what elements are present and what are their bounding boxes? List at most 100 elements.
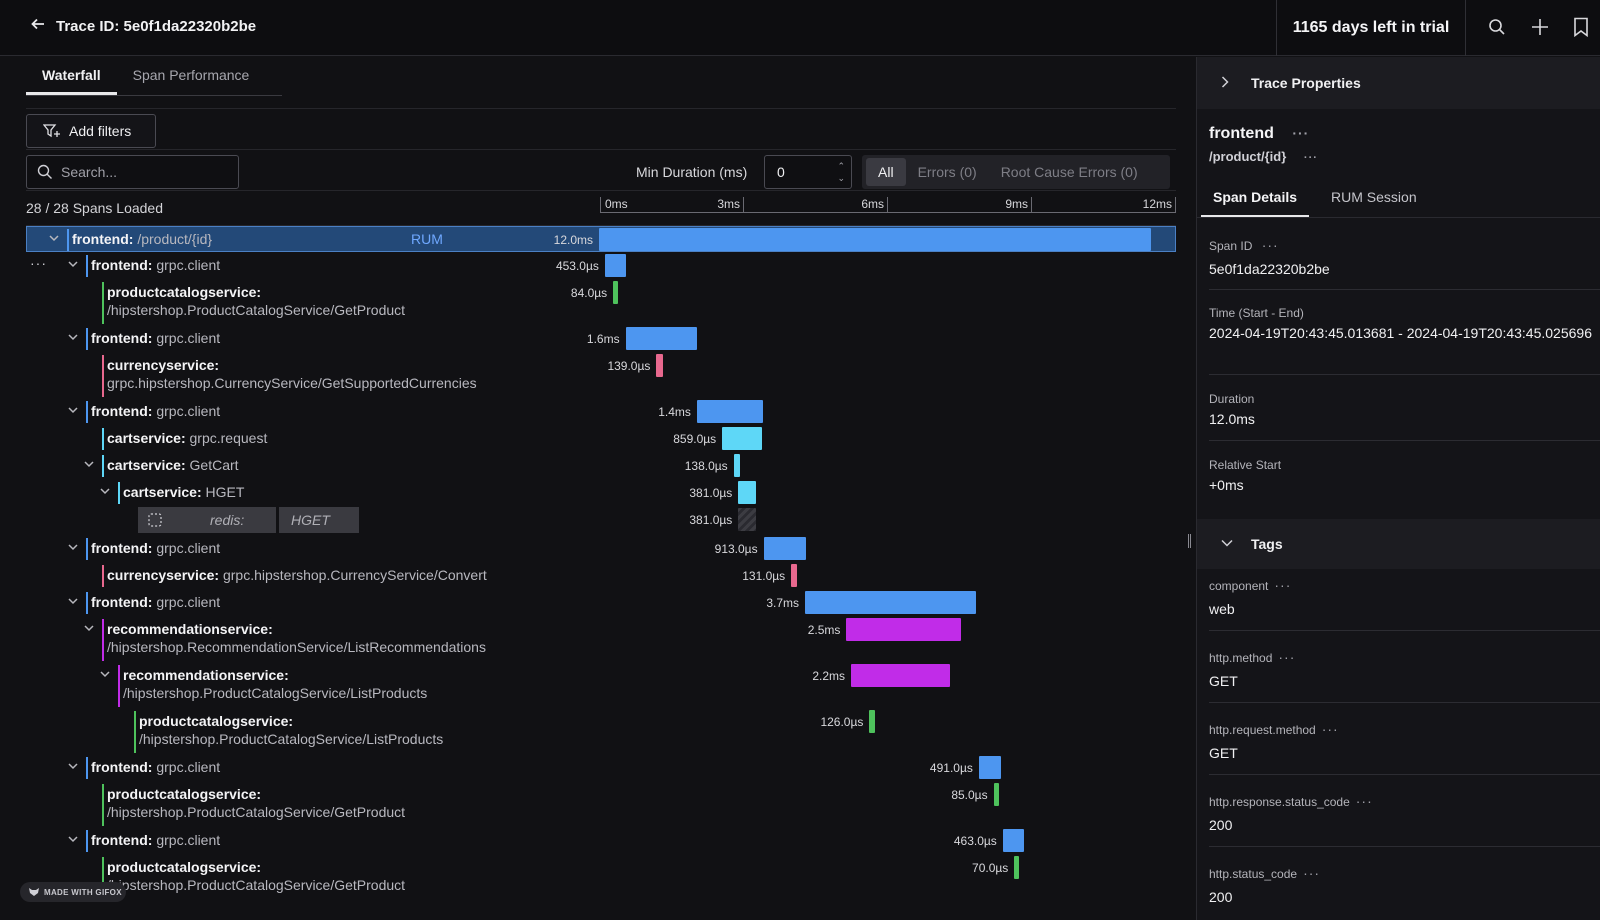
span-duration-bar[interactable] xyxy=(733,454,741,477)
tag-value: GET xyxy=(1209,745,1238,761)
span-duration-bar[interactable] xyxy=(763,537,806,560)
min-duration-input[interactable]: 0 ⌃ ⌄ xyxy=(764,155,852,189)
span-duration-bar[interactable] xyxy=(738,508,756,531)
back-arrow-icon[interactable] xyxy=(30,16,50,38)
more-options-icon[interactable]: ··· xyxy=(1303,865,1321,881)
span-row[interactable]: frontend: grpc.client 463.0µs xyxy=(26,828,1176,854)
segment-root-cause-errors[interactable]: Root Cause Errors (0) xyxy=(1000,164,1138,180)
divider xyxy=(1209,630,1600,631)
span-duration-bar[interactable] xyxy=(869,710,876,733)
resize-handle[interactable] xyxy=(1188,534,1191,548)
chevron-down-icon[interactable] xyxy=(68,542,78,554)
span-duration-bar[interactable] xyxy=(625,327,698,350)
span-row[interactable]: productcatalogservice: /hipstershop.Produ… xyxy=(26,709,1176,755)
span-duration-bar[interactable] xyxy=(696,400,763,423)
span-row[interactable]: redis: HGET 381.0µs xyxy=(26,507,1176,533)
more-options-icon[interactable]: ··· xyxy=(1274,577,1292,593)
span-duration-bar[interactable] xyxy=(604,254,626,277)
span-row[interactable]: recommendationservice: /hipstershop.Recom… xyxy=(26,617,1176,663)
chevron-down-icon[interactable] xyxy=(68,834,78,846)
gifox-watermark: MADE WITH GIFOX xyxy=(20,882,126,902)
span-duration-bar[interactable] xyxy=(599,228,1151,251)
tab-rum-session[interactable]: RUM Session xyxy=(1331,189,1417,205)
span-row[interactable]: frontend: grpc.client 1.4ms xyxy=(26,399,1176,425)
span-duration-bar[interactable] xyxy=(1014,856,1020,879)
segment-all[interactable]: All xyxy=(866,158,906,186)
service-color-indicator xyxy=(86,328,88,350)
chevron-down-icon[interactable] xyxy=(68,332,78,344)
trial-badge[interactable]: 1165 days left in trial xyxy=(1276,0,1466,56)
span-row[interactable]: currencyservice: grpc.hipstershop.Currenc… xyxy=(26,353,1176,399)
span-duration-label: 70.0µs xyxy=(972,861,1009,875)
view-tabs: Waterfall Span Performance xyxy=(26,57,265,97)
span-operation: grpc.client xyxy=(156,594,221,610)
tag-label: http.request.method ··· xyxy=(1209,721,1339,737)
stepper-arrows-icon[interactable]: ⌃ ⌄ xyxy=(837,161,845,183)
trace-properties-header[interactable]: Trace Properties xyxy=(1197,57,1600,109)
span-row[interactable]: currencyservice: grpc.hipstershop.Curren… xyxy=(26,563,1176,589)
chevron-down-icon[interactable] xyxy=(68,761,78,773)
divider xyxy=(26,190,1176,191)
chevron-down-icon[interactable] xyxy=(84,623,94,635)
span-duration-bar[interactable] xyxy=(656,354,663,377)
row-more-icon[interactable]: ··· xyxy=(30,255,47,271)
span-duration-bar[interactable] xyxy=(613,281,619,304)
tick-label: 12ms xyxy=(600,197,1176,213)
field-label-relative-start: Relative Start xyxy=(1209,458,1282,472)
span-duration-bar[interactable] xyxy=(805,591,977,614)
more-options-icon[interactable]: ··· xyxy=(1261,237,1279,253)
span-row[interactable]: frontend: grpc.client 3.7ms xyxy=(26,590,1176,616)
more-options-icon[interactable]: ··· xyxy=(1292,125,1310,141)
more-options-icon[interactable]: ··· xyxy=(1321,721,1339,737)
span-row[interactable]: productcatalogservice: /hipstershop.Produ… xyxy=(26,782,1176,828)
span-duration-bar[interactable] xyxy=(738,481,756,504)
plus-icon[interactable] xyxy=(1527,14,1553,40)
span-service: productcatalogservice: xyxy=(107,284,262,300)
span-row[interactable]: frontend: grpc.client 913.0µs xyxy=(26,536,1176,562)
tab-span-details[interactable]: Span Details xyxy=(1201,179,1310,217)
service-color-indicator xyxy=(102,355,104,397)
span-duration-bar[interactable] xyxy=(791,564,798,587)
span-row[interactable]: frontend: grpc.client 491.0µs xyxy=(26,755,1176,781)
span-row[interactable]: productcatalogservice: /hipstershop.Produ… xyxy=(26,855,1176,901)
inferred-service-box: redis: xyxy=(138,507,276,533)
segment-errors[interactable]: Errors (0) xyxy=(917,164,977,180)
chevron-down-icon[interactable] xyxy=(68,259,78,271)
chevron-down-icon[interactable] xyxy=(84,459,94,471)
span-duration-bar[interactable] xyxy=(978,756,1002,779)
more-options-icon[interactable]: ··· xyxy=(1278,649,1296,665)
more-options-icon[interactable]: ··· xyxy=(1355,793,1373,809)
span-row[interactable]: productcatalogservice: /hipstershop.Produ… xyxy=(26,280,1176,326)
tag-value: 200 xyxy=(1209,889,1233,905)
span-row[interactable]: ··· frontend: grpc.client 453.0µs xyxy=(26,253,1176,279)
span-row[interactable]: recommendationservice: /hipstershop.Produ… xyxy=(26,663,1176,709)
span-duration-bar[interactable] xyxy=(1002,829,1025,852)
tab-waterfall[interactable]: Waterfall xyxy=(26,57,117,95)
chevron-down-icon[interactable] xyxy=(100,669,110,681)
rum-badge[interactable]: RUM xyxy=(411,231,443,247)
chevron-down-icon[interactable] xyxy=(100,486,110,498)
tab-span-performance[interactable]: Span Performance xyxy=(132,67,250,83)
chevron-down-icon[interactable] xyxy=(68,405,78,417)
tags-header[interactable]: Tags xyxy=(1197,519,1600,569)
span-duration-bar[interactable] xyxy=(851,664,950,687)
span-operation: /product/{id} xyxy=(137,231,213,247)
search-input[interactable] xyxy=(61,164,221,180)
span-row[interactable]: frontend: grpc.client 1.6ms xyxy=(26,326,1176,352)
span-row[interactable]: cartservice: HGET 381.0µs xyxy=(26,480,1176,506)
span-service: frontend: xyxy=(91,257,153,273)
span-duration-bar[interactable] xyxy=(846,618,962,641)
span-row[interactable]: cartservice: GetCart 138.0µs xyxy=(26,453,1176,479)
divider xyxy=(26,225,1176,226)
add-filters-button[interactable]: Add filters xyxy=(26,114,156,148)
chevron-down-icon[interactable] xyxy=(49,233,59,245)
span-name: cartservice: grpc.request xyxy=(107,430,267,446)
search-icon[interactable] xyxy=(1484,14,1510,40)
chevron-down-icon[interactable] xyxy=(68,596,78,608)
span-duration-bar[interactable] xyxy=(993,783,999,806)
span-row[interactable]: cartservice: grpc.request 859.0µs xyxy=(26,426,1176,452)
span-duration-bar[interactable] xyxy=(722,427,762,450)
bookmark-icon[interactable] xyxy=(1568,14,1594,40)
more-options-icon[interactable]: ··· xyxy=(1303,152,1318,164)
span-row[interactable]: frontend: /product/{id} RUM 12.0ms xyxy=(26,226,1176,252)
